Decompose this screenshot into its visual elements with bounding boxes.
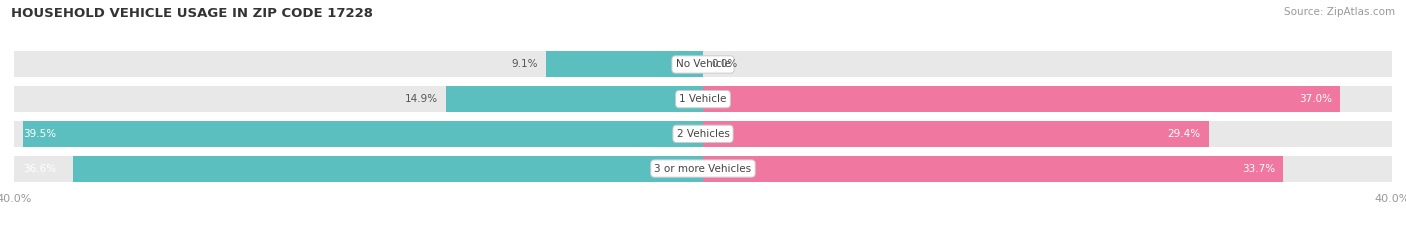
Text: 2 Vehicles: 2 Vehicles <box>676 129 730 139</box>
Bar <box>703 121 1209 147</box>
Text: 0.0%: 0.0% <box>711 59 738 69</box>
Text: 14.9%: 14.9% <box>405 94 437 104</box>
Text: 29.4%: 29.4% <box>1167 129 1201 139</box>
Bar <box>703 121 1392 147</box>
Bar <box>703 86 1340 112</box>
Bar <box>14 155 703 182</box>
Bar <box>703 86 1392 112</box>
Text: 9.1%: 9.1% <box>512 59 537 69</box>
Bar <box>14 121 703 147</box>
Bar <box>703 155 1284 182</box>
Bar <box>547 51 703 78</box>
Text: 36.6%: 36.6% <box>22 164 56 174</box>
Text: 3 or more Vehicles: 3 or more Vehicles <box>654 164 752 174</box>
Text: No Vehicle: No Vehicle <box>675 59 731 69</box>
Bar <box>73 155 703 182</box>
Bar <box>14 51 703 78</box>
Bar <box>446 86 703 112</box>
Text: 39.5%: 39.5% <box>22 129 56 139</box>
Text: HOUSEHOLD VEHICLE USAGE IN ZIP CODE 17228: HOUSEHOLD VEHICLE USAGE IN ZIP CODE 1722… <box>11 7 373 20</box>
Text: Source: ZipAtlas.com: Source: ZipAtlas.com <box>1284 7 1395 17</box>
Text: 1 Vehicle: 1 Vehicle <box>679 94 727 104</box>
Text: 33.7%: 33.7% <box>1241 164 1275 174</box>
Bar <box>22 121 703 147</box>
Bar <box>14 86 703 112</box>
Bar <box>703 51 1392 78</box>
Text: 37.0%: 37.0% <box>1299 94 1331 104</box>
Bar <box>703 155 1392 182</box>
